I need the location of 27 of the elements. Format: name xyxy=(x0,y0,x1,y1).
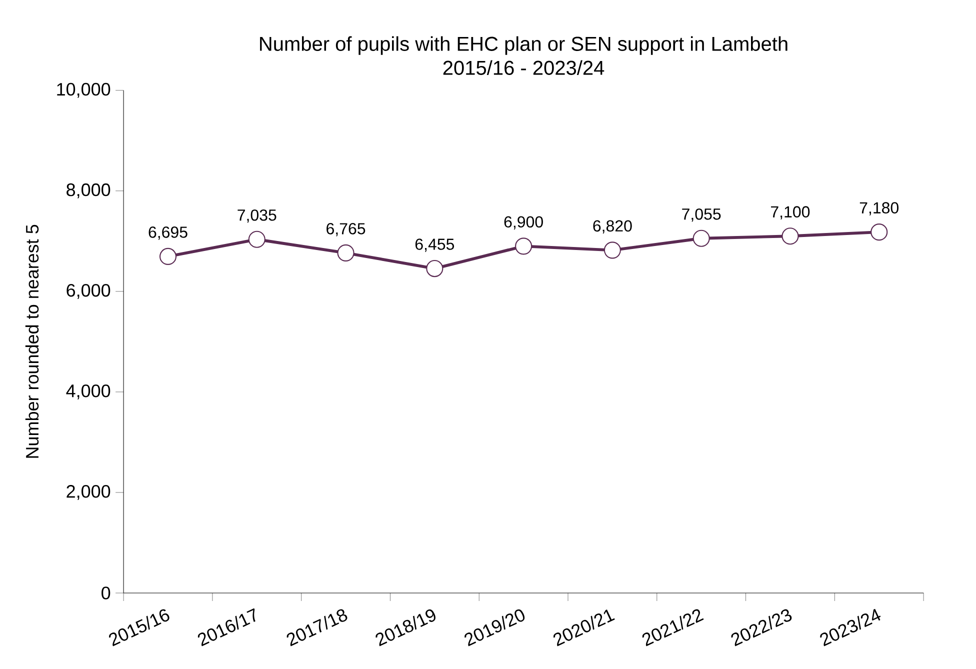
y-tick-label: 6,000 xyxy=(66,284,110,299)
data-label: 6,765 xyxy=(326,223,366,236)
y-tick-label: 4,000 xyxy=(66,384,110,400)
y-tick-label: 10,000 xyxy=(57,82,110,98)
point xyxy=(248,230,266,248)
data-label: 6,455 xyxy=(415,238,454,252)
chart-subtitle: 2015/16 - 2023/24 xyxy=(443,60,604,75)
data-label: 6,900 xyxy=(504,216,543,230)
y-tick-label: 0 xyxy=(102,586,110,600)
data-label: 6,695 xyxy=(148,226,188,240)
point xyxy=(692,230,710,247)
data-label: 7,035 xyxy=(238,209,276,223)
data-label: 6,820 xyxy=(593,220,632,234)
data-label: 7,180 xyxy=(860,202,898,216)
y-tick-label: 2,000 xyxy=(66,485,110,500)
point xyxy=(515,238,532,255)
point xyxy=(426,260,444,278)
chart-title: Number of pupils with EHC plan or SEN support in Lambeth xyxy=(260,36,788,55)
point xyxy=(159,248,177,265)
y-axis-title: Number rounded to nearest 5 xyxy=(25,224,39,458)
y-tick-label: 8,000 xyxy=(66,183,110,198)
point xyxy=(782,228,799,245)
point xyxy=(870,224,888,241)
data-label: 7,055 xyxy=(682,208,721,222)
data-label: 7,100 xyxy=(771,206,810,220)
point xyxy=(604,242,621,259)
point xyxy=(337,244,354,262)
